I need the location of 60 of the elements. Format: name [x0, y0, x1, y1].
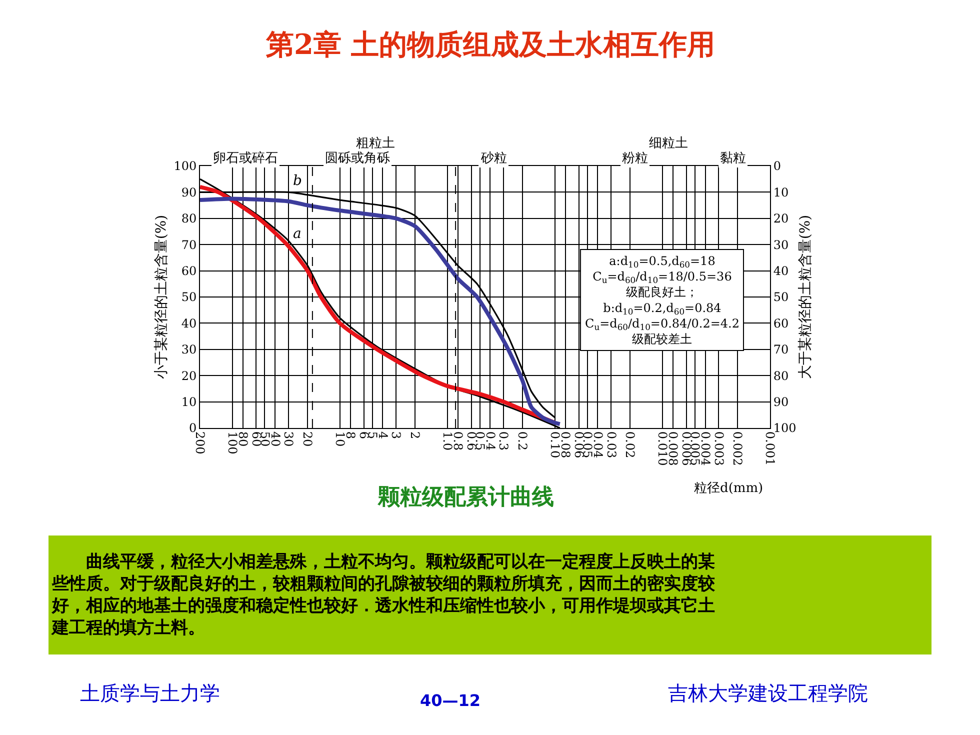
x-tick-label: 10: [332, 431, 347, 447]
x-axis-title: 粒径d(mm): [694, 481, 764, 496]
y-tick-label: 50: [181, 290, 197, 304]
annotation: a: [293, 226, 302, 242]
y-tick-label: 90: [181, 185, 197, 200]
text: 细粒土: [649, 136, 688, 151]
y-tick-label: 80: [181, 212, 197, 226]
annotation: 粉粒: [622, 151, 648, 166]
x-tick-label: 20: [300, 431, 315, 447]
chart-title: 第2章 土的物质组成及土水相互作用: [265, 28, 716, 61]
x-tick-label: 100: [225, 431, 240, 454]
x-tick-label: 0.002: [730, 431, 745, 466]
y-tick-label: 40: [181, 316, 197, 330]
annotation: 级配良好土；: [626, 285, 698, 300]
x-tick-label: 30: [282, 431, 296, 447]
y2-tick-label: 30: [773, 238, 789, 252]
x-tick-label: 0.02: [623, 431, 638, 458]
y2-tick-label: 80: [773, 368, 789, 383]
annotation: 圆砾或角砾: [325, 151, 390, 166]
annotation: a:d$_{10}$=0.5,d$_{60}$=18: [609, 254, 716, 270]
x-tick-label: 0.001: [763, 431, 778, 466]
x-tick-label: 0.2: [516, 431, 530, 450]
annotation: 黏粒: [720, 151, 746, 166]
text: 曲线平缓，粒径大小相差悬殊，土粒不均匀。颗粒级配可以在一定程度上反映土的某些性质。对于级配良好的土，较粗颗粒间的孔隙被较细的颗粒所填充，因而土的密实度较好，相应的地基土的强度和稳定性也较好．透水性和压缩性也较小，可用作堤坝或其它土建工程的填方土料。: [50, 552, 716, 638]
annotation: 卵石或碎石: [213, 151, 278, 166]
annotation: b:d$_{10}$=0.2,d$_{60}$=0.84: [603, 300, 722, 316]
x-tick-label: 0.3: [496, 431, 511, 450]
y-tick-label: 70: [181, 238, 197, 252]
annotation: b: [293, 173, 302, 189]
annotation: 砂粒: [480, 151, 507, 166]
y2-tick-label: 90: [773, 395, 789, 409]
x-tick-label: 2: [408, 431, 422, 440]
y2-tick-label: 10: [773, 185, 789, 200]
y-tick-label: 20: [181, 368, 197, 383]
text: 吉林大学建设工程学院: [668, 681, 868, 705]
y2-tick-label: 70: [773, 342, 789, 357]
x-tick-label: 0.10: [548, 431, 562, 458]
y2-tick-label: 60: [773, 316, 789, 330]
x-tick-label: 0.03: [604, 431, 618, 458]
text: 颗粒级配累计曲线: [377, 484, 554, 510]
y2-tick-label: 0: [773, 159, 782, 174]
y-tick-label: 10: [181, 395, 197, 409]
annotation: C$_{u}$=d$_{60}$/d$_{10}$=0.84/0.2=4.2: [585, 316, 740, 332]
x-tick-label: 1.0: [440, 431, 455, 450]
y-axis-title: 小于某粒径的土粒含量(%): [153, 214, 170, 380]
text: 土质学与土力学: [80, 681, 220, 705]
x-tick-label: 0.003: [712, 431, 726, 466]
y2-tick-label: 50: [773, 290, 789, 304]
text: 40—12: [420, 691, 481, 710]
y-tick-label: 30: [181, 342, 197, 357]
annotation: C$_{u}$=d$_{60}$/d$_{10}$=18/0.5=36: [592, 270, 732, 286]
annotation: 级配较差土: [632, 332, 692, 346]
text: 粗粒土: [356, 136, 395, 151]
y-tick-label: 60: [181, 264, 197, 278]
y-tick-label: 100: [174, 159, 197, 174]
y2-tick-label: 40: [773, 264, 789, 278]
x-tick-label: 0.010: [656, 431, 670, 466]
y2-tick-label: 20: [773, 212, 789, 226]
y2-axis-title: 大于某粒径的土粒含量(%): [798, 214, 814, 380]
x-tick-label: 3: [389, 431, 404, 440]
